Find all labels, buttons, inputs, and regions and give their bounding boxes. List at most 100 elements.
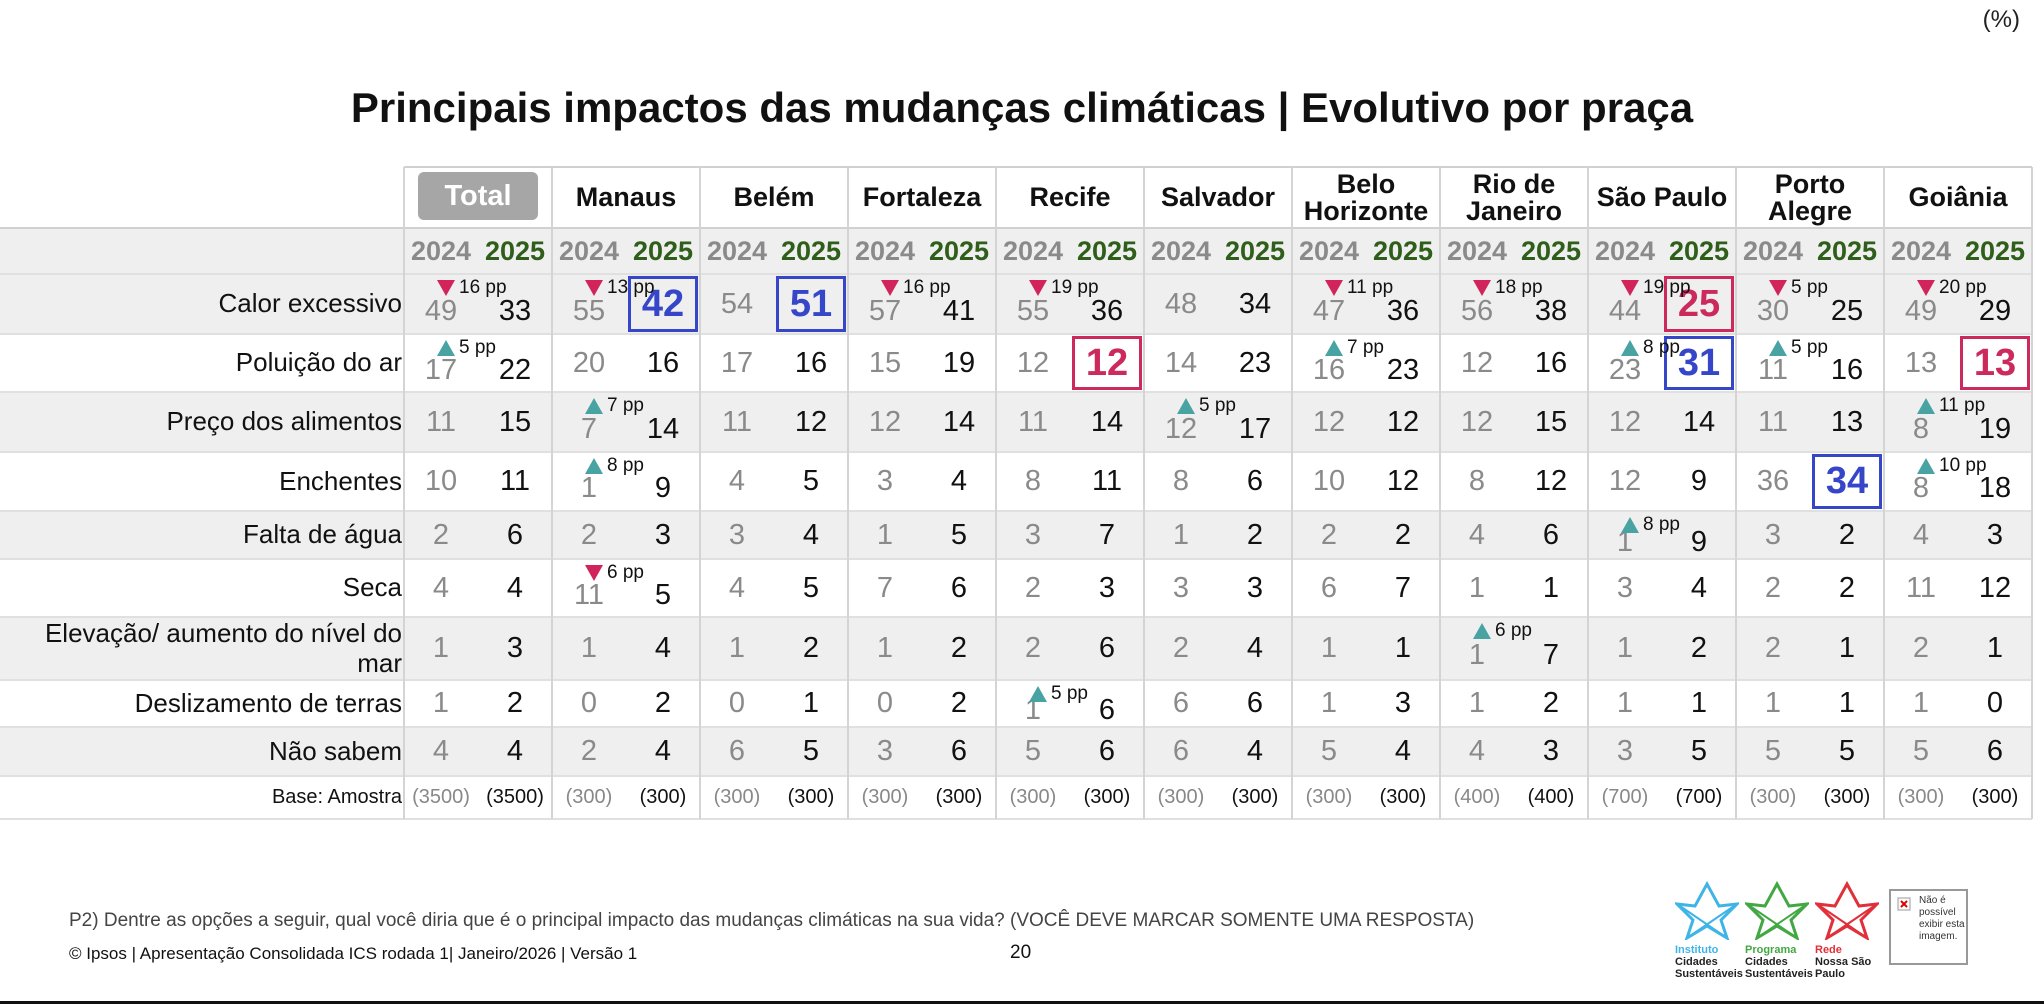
change-annotation: 19 pp bbox=[1620, 275, 1691, 301]
row-bg bbox=[0, 727, 2032, 776]
sample-size: (3500) bbox=[486, 786, 544, 808]
value: 1 bbox=[1320, 632, 1338, 664]
change-label: 5 pp bbox=[1791, 277, 1828, 298]
value: 8 bbox=[1912, 412, 1930, 445]
header-line bbox=[404, 166, 2032, 168]
question: P2) Dentre as opções a seguir, qual você… bbox=[69, 910, 1475, 931]
year-label: 2024 bbox=[1298, 235, 1360, 266]
value: 17 bbox=[720, 346, 754, 379]
value: 30 bbox=[1756, 294, 1790, 327]
change-annotation: 5 pp bbox=[1768, 275, 1828, 301]
value: 1 bbox=[1468, 571, 1486, 604]
value: 20 bbox=[572, 346, 606, 379]
row-line bbox=[0, 391, 2032, 393]
change-annotation: 5 pp bbox=[1768, 335, 1828, 361]
value: 4 bbox=[1912, 518, 1930, 551]
row-line bbox=[0, 726, 2032, 728]
column-line bbox=[699, 167, 701, 819]
value: 1 bbox=[802, 687, 820, 719]
logo-mark bbox=[1812, 880, 1882, 942]
value: 16 bbox=[1312, 353, 1346, 386]
value: 5 bbox=[1912, 735, 1930, 767]
value: 14 bbox=[646, 412, 680, 445]
year-label: 2025 bbox=[1224, 235, 1286, 266]
change-annotation: 10 pp bbox=[1916, 453, 1987, 479]
value: 12 bbox=[1608, 405, 1642, 438]
value: 5 bbox=[802, 735, 820, 767]
change-annotation: 7 pp bbox=[1324, 335, 1384, 361]
value: 17 bbox=[424, 353, 458, 386]
sample-size: (300) bbox=[639, 786, 687, 808]
logo-subtitle: Nossa São Paulo bbox=[1815, 956, 1872, 980]
change-annotation: 6 pp bbox=[584, 560, 644, 586]
value: 54 bbox=[720, 287, 754, 320]
value: 41 bbox=[942, 294, 976, 327]
value: 4 bbox=[1468, 735, 1486, 767]
value: 2 bbox=[950, 632, 968, 664]
sample-size: (300) bbox=[1823, 786, 1871, 808]
value: 12 bbox=[1386, 405, 1420, 438]
value: 16 bbox=[1830, 353, 1864, 386]
value: 2 bbox=[1172, 632, 1190, 664]
value: 1 bbox=[1838, 687, 1856, 719]
value: 1 bbox=[728, 632, 746, 664]
logo-subtitle: Cidades Sustentáveis bbox=[1745, 956, 1813, 980]
change-annotation: 16 pp bbox=[436, 275, 507, 301]
row-label: Base: Amostra bbox=[271, 786, 402, 808]
year-label: 2024 bbox=[410, 235, 472, 266]
value: 8 bbox=[1912, 472, 1930, 504]
change-label: 8 pp bbox=[607, 455, 644, 476]
value: 9 bbox=[654, 472, 672, 504]
value: 2 bbox=[432, 518, 450, 551]
value: 14 bbox=[1164, 346, 1198, 379]
year-label: 2025 bbox=[632, 235, 694, 266]
sample-size: (300) bbox=[713, 786, 761, 808]
city-header: Belém bbox=[733, 182, 815, 212]
change-annotation: 16 pp bbox=[880, 275, 951, 301]
sample-size: (700) bbox=[1675, 786, 1723, 808]
value: 16 bbox=[794, 346, 828, 379]
value: 13 bbox=[1904, 346, 1938, 379]
value: 0 bbox=[876, 687, 894, 719]
change-arrow bbox=[585, 565, 603, 581]
value: 0 bbox=[1986, 687, 2004, 719]
value: 11 bbox=[1757, 353, 1789, 386]
value: 1 bbox=[1172, 518, 1190, 551]
value: 6 bbox=[1172, 735, 1190, 767]
change-label: 7 pp bbox=[1347, 337, 1384, 358]
change-label: 19 pp bbox=[1051, 277, 1099, 298]
value: 11 bbox=[1091, 465, 1123, 497]
value: 4 bbox=[654, 632, 672, 664]
value: 44 bbox=[1608, 294, 1642, 327]
change-arrow bbox=[1029, 280, 1047, 296]
value: 36 bbox=[1756, 465, 1790, 497]
column-line bbox=[551, 167, 553, 819]
credit: © Ipsos | Apresentação Consolidada ICS r… bbox=[69, 944, 638, 963]
value: 15 bbox=[1534, 405, 1568, 438]
year-label: 2024 bbox=[1002, 235, 1064, 266]
year-label: 2024 bbox=[1150, 235, 1212, 266]
value: 7 bbox=[1542, 639, 1560, 671]
page-number: 20 bbox=[1010, 942, 1032, 963]
value: 4 bbox=[432, 735, 450, 767]
value: 4 bbox=[802, 518, 820, 551]
value: 0 bbox=[728, 687, 746, 719]
row-label: Enchentes bbox=[279, 465, 402, 496]
sample-size: (300) bbox=[861, 786, 909, 808]
column-line bbox=[2031, 167, 2033, 819]
value: 10 bbox=[1312, 465, 1346, 497]
value: 6 bbox=[1098, 694, 1116, 726]
value: 7 bbox=[1394, 571, 1412, 604]
value: 9 bbox=[1690, 465, 1708, 497]
value: 19 bbox=[1978, 412, 2012, 445]
value: 6 bbox=[506, 518, 524, 551]
sample-size: (3500) bbox=[412, 786, 470, 808]
value: 1 bbox=[1616, 687, 1634, 719]
value: 2 bbox=[1320, 518, 1338, 551]
value: 6 bbox=[1246, 465, 1264, 497]
value: 2 bbox=[1912, 632, 1930, 664]
sample-size: (400) bbox=[1527, 786, 1575, 808]
value: 9 bbox=[1690, 525, 1708, 558]
change-annotation: 5 pp bbox=[1176, 393, 1236, 419]
